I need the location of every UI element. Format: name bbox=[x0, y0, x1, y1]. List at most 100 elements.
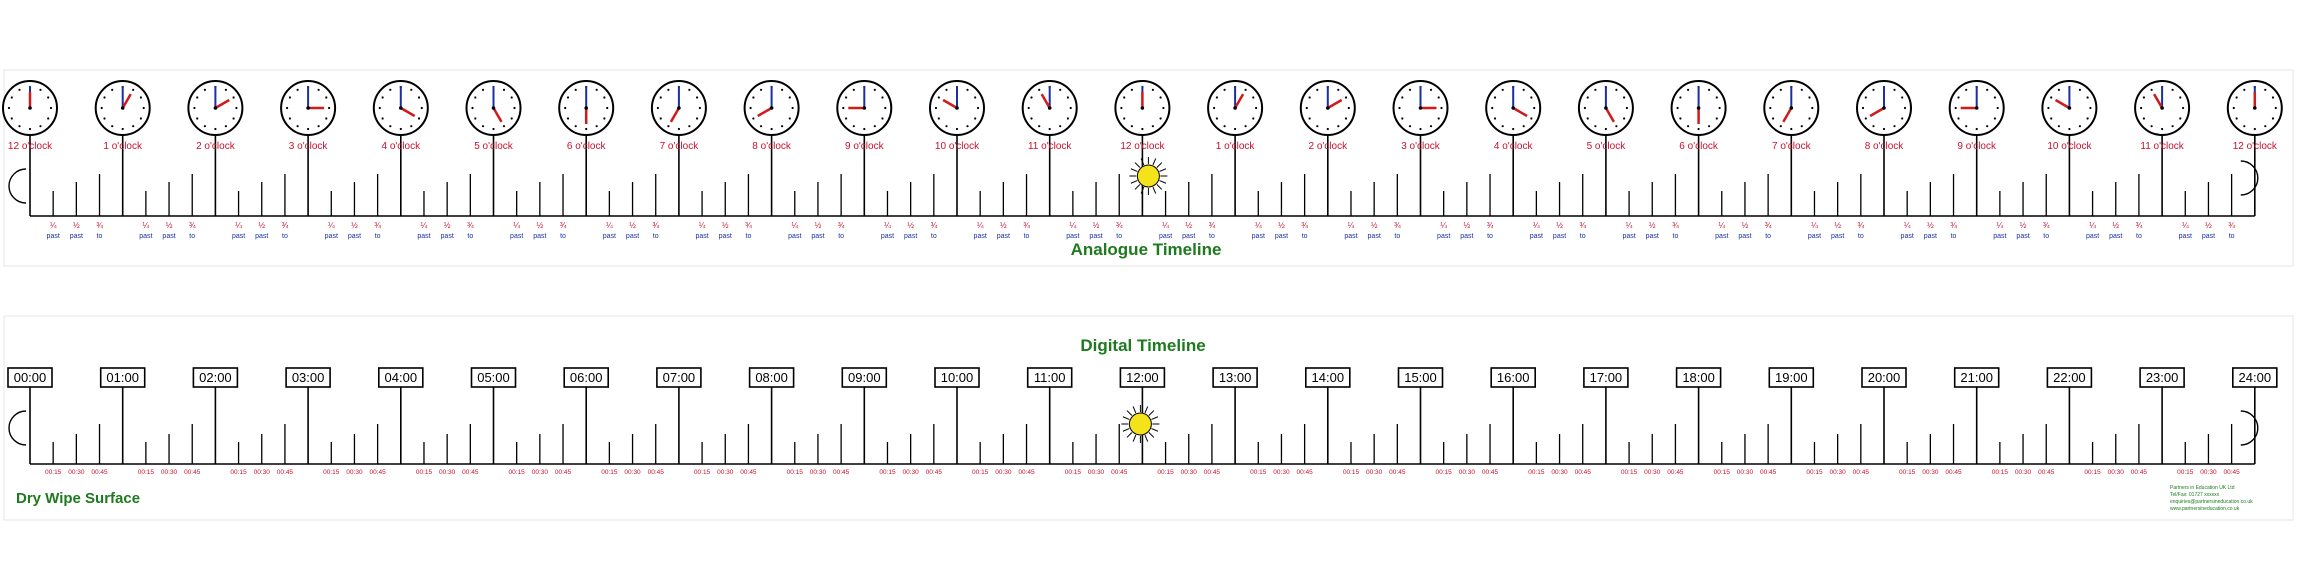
clock-numeral-dot bbox=[1234, 127, 1237, 131]
clock-numeral-dot bbox=[2078, 125, 2081, 128]
clock-numeral-dot bbox=[325, 117, 328, 120]
quarter-label: 00:45 bbox=[369, 469, 386, 476]
clock-numeral-dot bbox=[1401, 117, 1404, 120]
clock-numeral-dot bbox=[2182, 106, 2185, 110]
clock-face-icon bbox=[2226, 80, 2283, 136]
clock-center bbox=[28, 106, 32, 110]
quarter-label: 00:45 bbox=[740, 469, 757, 476]
clock-numeral-dot bbox=[1151, 125, 1154, 128]
clock-numeral-dot bbox=[659, 117, 662, 120]
clock-numeral-dot bbox=[1622, 117, 1626, 120]
quarter-label: 00:45 bbox=[91, 469, 108, 476]
hour-label: 09:00 bbox=[848, 370, 881, 385]
past-to-label: past bbox=[1066, 233, 1079, 240]
hour-label: 12:00 bbox=[1126, 370, 1159, 385]
clock-numeral-dot bbox=[1687, 125, 1690, 128]
clock-face-icon bbox=[836, 80, 893, 136]
clock-numeral-dot bbox=[288, 96, 292, 99]
quarter-label: 00:30 bbox=[624, 469, 641, 476]
past-to-label: to bbox=[1673, 233, 1679, 240]
quarter-label: 00:15 bbox=[1157, 469, 1174, 476]
digital-title: Digital Timeline bbox=[1080, 336, 1205, 355]
clock-numeral-dot bbox=[47, 117, 50, 120]
clock-numeral-dot bbox=[1957, 96, 1960, 99]
fraction-label: ¾ bbox=[2043, 221, 2050, 230]
clock-numeral-dot bbox=[2235, 117, 2238, 120]
clock-numeral-dot bbox=[1615, 88, 1618, 91]
past-to-label: past bbox=[719, 233, 732, 240]
clock-numeral-dot bbox=[1337, 125, 1340, 128]
clock-numeral-dot bbox=[328, 106, 331, 110]
sun-icon bbox=[1129, 157, 1168, 195]
clock-numeral-dot bbox=[47, 96, 50, 99]
quarter-label: 00:45 bbox=[1667, 469, 1684, 476]
clock-numeral-dot bbox=[2271, 96, 2275, 99]
clock-numeral-dot bbox=[955, 127, 959, 131]
clock-numeral-dot bbox=[603, 96, 606, 99]
clock-numeral-dot bbox=[2142, 96, 2146, 99]
publisher-line: Partners in Education UK Ltd bbox=[2170, 485, 2235, 491]
sun-ray bbox=[1152, 158, 1157, 166]
quarter-label: 00:45 bbox=[462, 469, 479, 476]
hour-box bbox=[1490, 367, 1536, 388]
quarter-label: 00:30 bbox=[254, 469, 271, 476]
clock-numeral-dot bbox=[399, 127, 402, 131]
clock-numeral-dot bbox=[566, 96, 570, 99]
clock-numeral-dot bbox=[1223, 88, 1226, 91]
hour-label: 16:00 bbox=[1497, 370, 1530, 385]
hour-label: 8 o'clock bbox=[1865, 141, 1905, 152]
clock-numeral-dot bbox=[974, 96, 977, 99]
sun-ray bbox=[1122, 416, 1130, 420]
quarter-label: 00:30 bbox=[2108, 469, 2125, 476]
clock-numeral-dot bbox=[1901, 96, 1904, 99]
past-to-label: to bbox=[1209, 233, 1215, 240]
clock-numeral-dot bbox=[1308, 96, 1311, 99]
hour-box bbox=[1305, 367, 1351, 388]
fraction-label: ¾ bbox=[1394, 221, 1401, 230]
clock-center bbox=[399, 106, 403, 110]
clock-numeral-dot bbox=[18, 88, 21, 91]
clock-numeral-dot bbox=[1151, 88, 1154, 91]
fraction-label: ¾ bbox=[467, 221, 474, 230]
clock-numeral-dot bbox=[103, 96, 106, 99]
clock-numeral-dot bbox=[1408, 88, 1412, 91]
clock-numeral-dot bbox=[2161, 127, 2164, 131]
clock-numeral-dot bbox=[381, 117, 384, 120]
quarter-label: 00:30 bbox=[1922, 469, 1939, 476]
hour-label: 10 o'clock bbox=[935, 141, 980, 152]
clock-numeral-dot bbox=[2232, 106, 2235, 110]
fraction-label: ¾ bbox=[2228, 221, 2235, 230]
clock-numeral-dot bbox=[1872, 125, 1875, 128]
clock-numeral-dot bbox=[1864, 96, 1867, 99]
clock-numeral-dot bbox=[2271, 117, 2275, 120]
past-to-label: past bbox=[1344, 233, 1357, 240]
clock-numeral-dot bbox=[945, 125, 948, 128]
clock-center bbox=[1233, 106, 1237, 110]
clock-numeral-dot bbox=[760, 88, 763, 91]
moon-icon bbox=[2240, 410, 2259, 446]
past-to-label: to bbox=[375, 233, 381, 240]
clock-numeral-dot bbox=[28, 127, 32, 131]
clock-center bbox=[1696, 106, 1701, 110]
clock-numeral-dot bbox=[1800, 125, 1803, 128]
past-to-label: past bbox=[2179, 233, 2192, 240]
fraction-label: ¾ bbox=[1579, 221, 1586, 230]
quarter-label: 00:15 bbox=[230, 469, 247, 476]
clock-numeral-dot bbox=[1038, 125, 1041, 128]
quarter-label: 00:45 bbox=[184, 469, 201, 476]
hour-hand bbox=[1327, 98, 1343, 110]
sun-ray bbox=[1159, 180, 1167, 184]
clock-numeral-dot bbox=[1059, 125, 1062, 128]
quarter-label: 00:45 bbox=[1853, 469, 1870, 476]
fraction-label: ¼ bbox=[1533, 221, 1540, 230]
sun-ray bbox=[1148, 410, 1155, 416]
quarter-label: 00:15 bbox=[1992, 469, 2009, 476]
clock-numeral-dot bbox=[2057, 125, 2060, 128]
clock-face-icon bbox=[1856, 80, 1912, 136]
clock-numeral-dot bbox=[1530, 117, 1533, 120]
clock-center bbox=[1418, 106, 1423, 110]
hour-label: 07:00 bbox=[663, 370, 696, 385]
clock-numeral-dot bbox=[1501, 88, 1504, 91]
hour-box bbox=[656, 367, 702, 388]
clock-numeral-dot bbox=[420, 106, 423, 110]
